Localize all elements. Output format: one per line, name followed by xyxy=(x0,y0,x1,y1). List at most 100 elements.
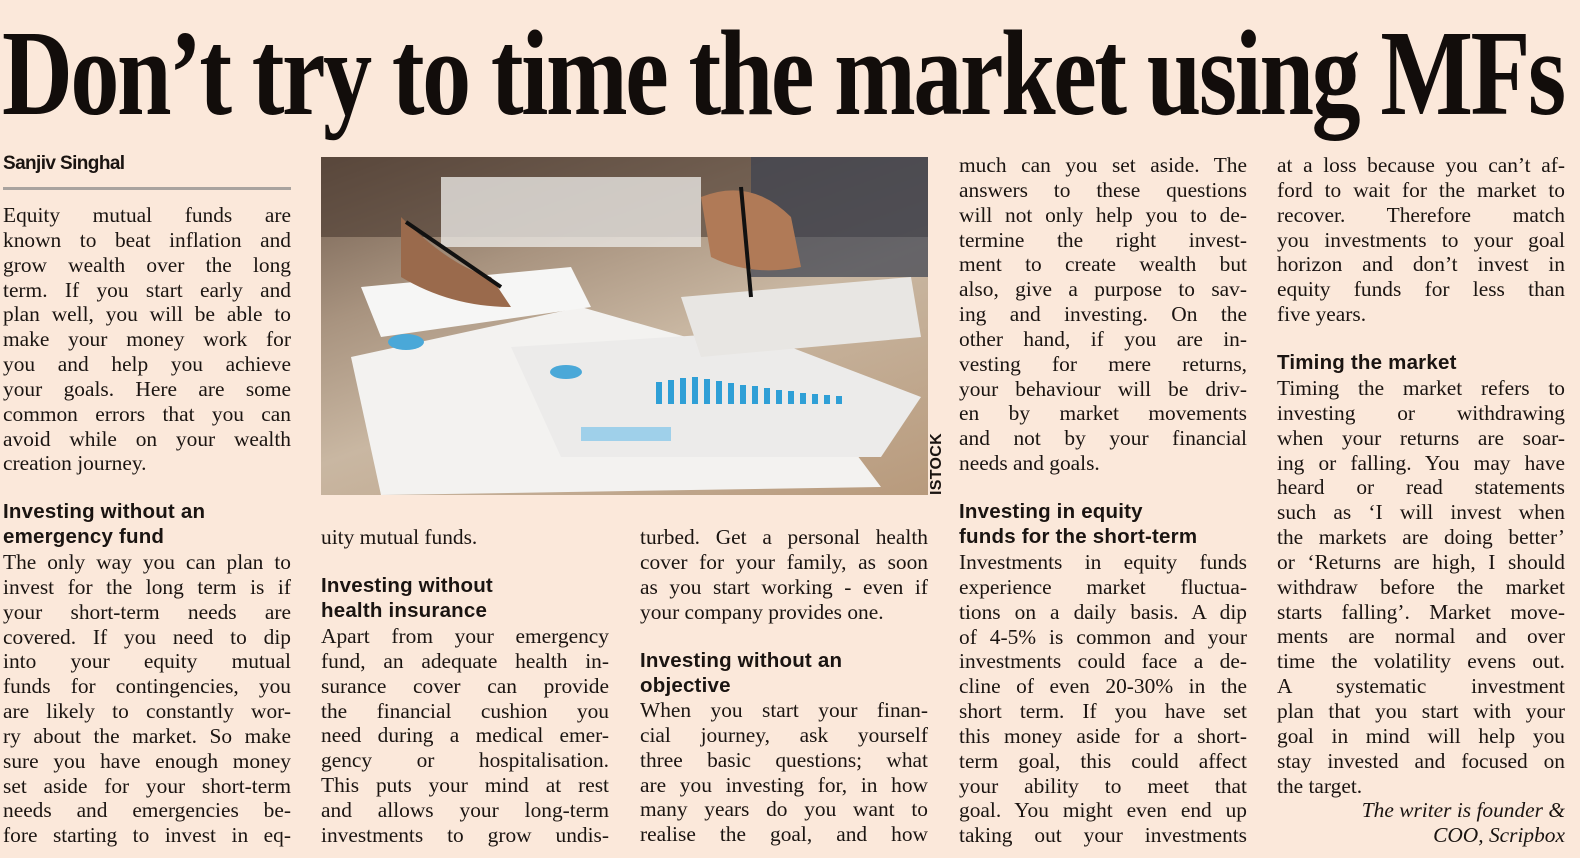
text-line: vesting for mere returns, xyxy=(959,351,1247,376)
heading-line: emergency fund xyxy=(3,524,165,548)
text-line: the target. xyxy=(1277,773,1363,798)
section-heading: Investing in equity funds for the short-t… xyxy=(959,500,1247,550)
text-line: needs and goals. xyxy=(959,451,1100,476)
text-line: of 4-5% is common and your xyxy=(959,624,1247,649)
text-line: fore starting to invest in eq- xyxy=(3,823,291,848)
paragraph: When you start your finan-cial journey, … xyxy=(640,698,928,847)
photo-credit: ISTOCK xyxy=(928,433,945,495)
text-line: plan well, you will be able to xyxy=(3,302,291,327)
text-line: the markets are doing better’ xyxy=(1277,525,1565,550)
text-line: Timing the market refers to xyxy=(1277,376,1565,400)
text-line: answers to these questions xyxy=(959,177,1247,202)
text-line: will not only help you to de- xyxy=(959,202,1247,227)
section-heading: Investing without health insurance xyxy=(321,574,609,624)
text-line: investments to grow undis- xyxy=(321,822,609,847)
text-line: When you start your finan- xyxy=(640,698,928,722)
text-line: time the volatility evens out. xyxy=(1277,649,1565,674)
section-heading: Timing the market xyxy=(1277,351,1565,376)
text-line: recover. Therefore match xyxy=(1277,202,1565,227)
text-line: at a loss because you can’t af- xyxy=(1277,153,1565,177)
heading-line: health insurance xyxy=(321,598,488,622)
text-line: your company provides one. xyxy=(640,599,884,624)
text-line: This puts your mind at rest xyxy=(321,773,609,798)
text-line: heard or read statements xyxy=(1277,475,1565,500)
text-line: COO, Scripbox xyxy=(1433,822,1565,847)
text-line: your behaviour will be driv- xyxy=(959,376,1247,401)
text-line: goal. You might even end up xyxy=(959,798,1247,823)
text-line: The only way you can plan to xyxy=(3,550,291,574)
text-line: tions on a daily basis. A dip xyxy=(959,599,1247,624)
text-line: three basic questions; what xyxy=(640,747,928,772)
text-line: make your money work for xyxy=(3,327,291,352)
text-line: plan that you start with your xyxy=(1277,698,1565,723)
text-line: horizon and don’t invest in xyxy=(1277,252,1565,277)
text-line: common errors that you can xyxy=(3,401,291,426)
text-line: termine the right invest- xyxy=(959,227,1247,252)
text-line: ing and investing. On the xyxy=(959,302,1247,327)
text-line: ry about the market. So make xyxy=(3,723,291,748)
paragraph: uity mutual funds. xyxy=(321,525,609,550)
paragraph: at a loss because you can’t af-ford to w… xyxy=(1277,153,1565,327)
text-line: many years do you want to xyxy=(640,797,928,822)
byline-divider xyxy=(3,187,291,190)
text-line: into your equity mutual xyxy=(3,649,291,674)
text-line: and allows your long-term xyxy=(321,797,609,822)
heading-line: objective xyxy=(640,673,731,697)
text-line: grow wealth over the long xyxy=(3,252,291,277)
text-line: five years. xyxy=(1277,302,1367,327)
heading-line: Investing without an xyxy=(640,649,843,672)
text-line: you and help you achieve xyxy=(3,352,291,377)
byline: Sanjiv Singhal xyxy=(3,153,125,174)
text-line: ments are normal and over xyxy=(1277,624,1565,649)
text-line: A systematic investment xyxy=(1277,674,1565,699)
text-line: the financial cushion you xyxy=(321,698,609,723)
text-line: turbed. Get a personal health xyxy=(640,525,928,549)
text-line: your goals. Here are some xyxy=(3,376,291,401)
text-line: and not by your financial xyxy=(959,426,1247,451)
heading-line: Investing without an xyxy=(3,500,206,523)
text-line: Investments in equity funds xyxy=(959,550,1247,574)
section-heading: Investing without an objective xyxy=(640,649,928,699)
text-line: ment to create wealth but xyxy=(959,252,1247,277)
text-line: other hand, if you are in- xyxy=(959,326,1247,351)
text-line: surance cover can provide xyxy=(321,673,609,698)
text-line: when your returns are soar- xyxy=(1277,425,1565,450)
text-line: this money aside for a short- xyxy=(959,723,1247,748)
section-heading: Investing without an emergency fund xyxy=(3,500,291,550)
text-line: taking out your investments xyxy=(959,823,1247,848)
paragraph: Apart from your emergency fund, an adequa… xyxy=(321,624,609,848)
text-line: invest for the long term is if xyxy=(3,574,291,599)
heading-line: Investing in equity xyxy=(959,500,1143,523)
text-line: The writer is founder & xyxy=(1361,798,1565,822)
text-line: investing or withdrawing xyxy=(1277,400,1565,425)
text-line: en by market movements xyxy=(959,401,1247,426)
heading-line: funds for the short-term xyxy=(959,524,1198,548)
paragraph: Equity mutual funds are known to beat inf… xyxy=(3,203,291,476)
text-line: needs and emergencies be- xyxy=(3,798,291,823)
text-line: avoid while on your wealth xyxy=(3,426,291,451)
text-line: such as ‘I will invest when xyxy=(1277,500,1565,525)
text-line: much can you set aside. The xyxy=(959,153,1247,177)
text-line: sure you have enough money xyxy=(3,748,291,773)
text-line: as you start working - even if xyxy=(640,574,928,599)
article-photo xyxy=(321,157,928,495)
text-line: cline of even 20-30% in the xyxy=(959,674,1247,699)
paragraph: Timing the market refers to investing or … xyxy=(1277,376,1565,798)
text-line: need during a medical emer- xyxy=(321,723,609,748)
heading-line: Timing the market xyxy=(1277,351,1457,374)
text-line: your short-term needs are xyxy=(3,599,291,624)
text-line: or ‘Returns are high, I should xyxy=(1277,549,1565,574)
text-line: equity funds for less than xyxy=(1277,277,1565,302)
text-line: fund, an adequate health in- xyxy=(321,648,609,673)
paragraph: The only way you can plan to invest for t… xyxy=(3,550,291,848)
paragraph: much can you set aside. The answers to th… xyxy=(959,153,1247,476)
text-line: set aside for your short-term xyxy=(3,773,291,798)
text-line: creation journey. xyxy=(3,451,147,476)
text-line: are you investing for, in how xyxy=(640,772,928,797)
author-credit: The writer is founder & COO, Scripbox xyxy=(1277,798,1565,848)
headline: Don’t try to time the market using MFs xyxy=(2,6,1566,141)
text-line: cial journey, ask yourself xyxy=(640,722,928,747)
text-line: ford to wait for the market to xyxy=(1277,177,1565,202)
text-line: experience market fluctua- xyxy=(959,574,1247,599)
paragraph: Investments in equity funds experience ma… xyxy=(959,550,1247,848)
